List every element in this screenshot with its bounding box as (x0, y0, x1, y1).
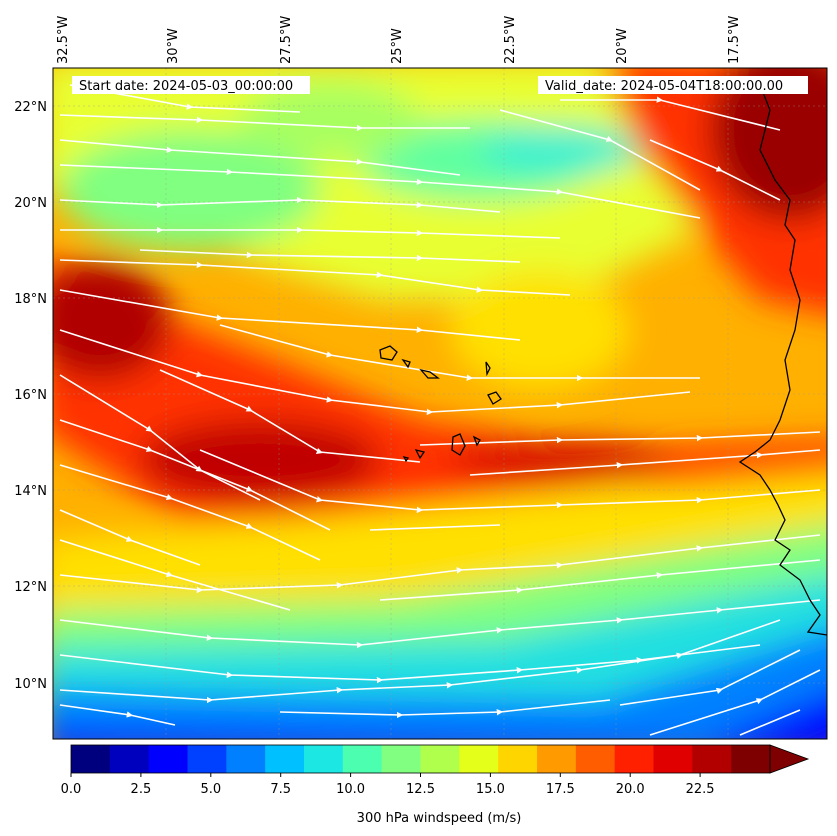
sao-nicolau-island (419, 368, 440, 379)
lat-label: 18°N (14, 292, 47, 307)
colorbar-block (381, 745, 422, 773)
start-date-box (72, 76, 310, 94)
colorbar-block (226, 745, 266, 773)
coastlines (379, 79, 827, 636)
santiago-island (451, 433, 466, 456)
colorbar-block (731, 745, 771, 773)
colorbar-block (575, 745, 616, 773)
longitude-labels: 32.5°W 30°W 27.5°W 25°W 22.5°W 20°W 17.5… (56, 16, 742, 64)
lon-label: 32.5°W (56, 16, 71, 64)
colorbar-extend-arrow (769, 744, 810, 774)
santo-antao-island (379, 345, 398, 361)
colorbar-tick-label: 0.0 (61, 782, 82, 797)
lon-label: 25°W (390, 28, 405, 64)
colorbar-block (342, 745, 383, 773)
lat-label: 14°N (14, 484, 47, 499)
colorbar-block (109, 745, 150, 773)
lon-label: 30°W (166, 28, 181, 64)
colorbar-tick-label: 7.5 (270, 782, 291, 797)
colorbar-ticks: 0.0 2.5 5.0 7.5 10.0 12.5 15.0 17.5 20.0 22.5 (61, 773, 715, 797)
valid-date-box (538, 76, 808, 94)
boa-vista-island (487, 391, 502, 405)
colorbar-block (653, 745, 693, 773)
colorbar-block (498, 745, 538, 773)
lon-label: 27.5°W (279, 16, 294, 64)
lat-label: 22°N (14, 100, 47, 115)
start-date-label: Start date: 2024-05-03_00:00:00 (79, 79, 293, 94)
africa-coast (738, 79, 827, 636)
colorbar-tick-label: 15.0 (476, 782, 505, 797)
colorbar-tick-label: 12.5 (406, 782, 435, 797)
colorbar-block (614, 745, 655, 773)
lat-label: 12°N (14, 580, 47, 595)
colorbar-tick-label: 10.0 (336, 782, 365, 797)
colorbar-block (692, 745, 732, 773)
lon-label: 17.5°W (727, 16, 742, 64)
colorbar-block (187, 745, 227, 773)
colorbar: 0.0 2.5 5.0 7.5 10.0 12.5 15.0 17.5 20.0 22.5 300… (61, 744, 810, 826)
colorbar-tick-label: 5.0 (200, 782, 221, 797)
colorbar-block (265, 745, 305, 773)
fogo-island (414, 449, 426, 460)
latitude-labels: 22°N 20°N 18°N 16°N 14°N 12°N 10°N (14, 100, 47, 692)
map-frame (52, 67, 828, 740)
colorbar-tick-label: 22.5 (686, 782, 715, 797)
colorbar-block (459, 745, 499, 773)
colorbar-blocks (71, 745, 771, 773)
colorbar-block (420, 745, 460, 773)
colorbar-tick-label: 20.0 (616, 782, 645, 797)
brava-island (402, 456, 410, 463)
lat-label: 10°N (14, 677, 47, 692)
colorbar-block (71, 745, 111, 773)
lat-label: 20°N (14, 196, 47, 211)
colorbar-block (304, 745, 344, 773)
lon-label: 20°W (615, 28, 630, 64)
lon-label: 22.5°W (503, 16, 518, 64)
colorbar-tick-label: 2.5 (131, 782, 152, 797)
valid-date-label: Valid_date: 2024-05-04T18:00:00.00 (545, 79, 783, 94)
lat-label: 16°N (14, 388, 47, 403)
streamlines (59, 84, 821, 736)
colorbar-block (537, 745, 577, 773)
colorbar-tick-label: 17.5 (546, 782, 575, 797)
colorbar-title: 300 hPa windspeed (m/s) (357, 811, 522, 826)
sal-island (485, 361, 491, 377)
maio-island (472, 435, 481, 447)
colorbar-block (148, 745, 189, 773)
sao-vicente-island (401, 358, 411, 369)
